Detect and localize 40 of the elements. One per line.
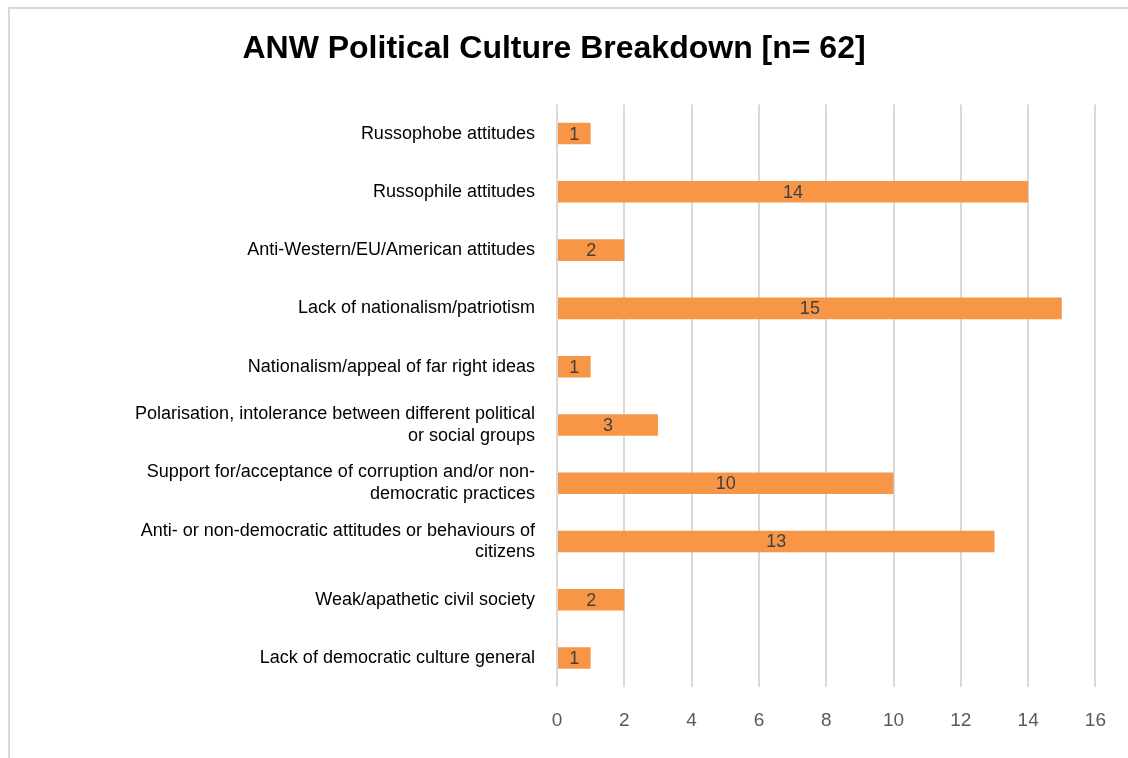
- y-tick-label: Russophobe attitudes: [360, 122, 535, 143]
- data-label: 1: [569, 123, 580, 144]
- y-tick-label: Russophile attitudes: [372, 180, 535, 201]
- y-tick-label: Lack of nationalism/patriotism: [297, 297, 535, 318]
- data-label: 2: [586, 240, 597, 261]
- y-tick-label: Anti-Western/EU/American attitudes: [247, 239, 535, 260]
- x-tick-label: 2: [619, 708, 630, 730]
- bar: [558, 297, 1062, 320]
- x-tick-label: 12: [950, 708, 972, 730]
- data-label: 15: [799, 298, 820, 319]
- y-tick-label: Nationalism/appeal of far right ideas: [247, 355, 535, 376]
- bar: [558, 647, 591, 669]
- data-label: 2: [586, 589, 597, 610]
- bar: [558, 122, 591, 145]
- x-tick-label: 14: [1017, 708, 1040, 730]
- data-label: 10: [715, 473, 736, 494]
- bar: [558, 414, 658, 436]
- y-tick-label: Weak/apathetic civil society: [315, 588, 535, 609]
- data-label: 3: [602, 414, 613, 435]
- y-tick-label: Lack of democratic culture general: [259, 647, 535, 668]
- y-tick-label: Support for/acceptance of corruption and/or non-democratic practices: [146, 461, 535, 503]
- y-tick-label: Polarisation, intolerance between different political or social groups: [135, 403, 535, 445]
- chart-title: ANW Political Culture Breakdown [n= 62]: [242, 29, 866, 66]
- bar: [558, 589, 625, 611]
- data-label: 1: [569, 356, 580, 377]
- bar: [558, 239, 625, 261]
- x-tick-label: 10: [882, 708, 905, 730]
- x-tick-label: 8: [820, 708, 832, 730]
- bar: [558, 472, 894, 494]
- data-label: 13: [766, 531, 787, 552]
- bar: [558, 530, 995, 553]
- x-tick-label: 6: [753, 708, 765, 730]
- bar: [558, 181, 1029, 203]
- x-tick-label: 16: [1084, 708, 1106, 730]
- data-label: 1: [569, 648, 580, 669]
- bar: [558, 355, 591, 378]
- x-tick-label: 0: [551, 708, 563, 730]
- x-tick-label: 4: [686, 708, 698, 730]
- data-label: 14: [783, 181, 804, 202]
- y-tick-label: Anti- or non-democratic attitudes or behaviours of citizens: [140, 519, 536, 562]
